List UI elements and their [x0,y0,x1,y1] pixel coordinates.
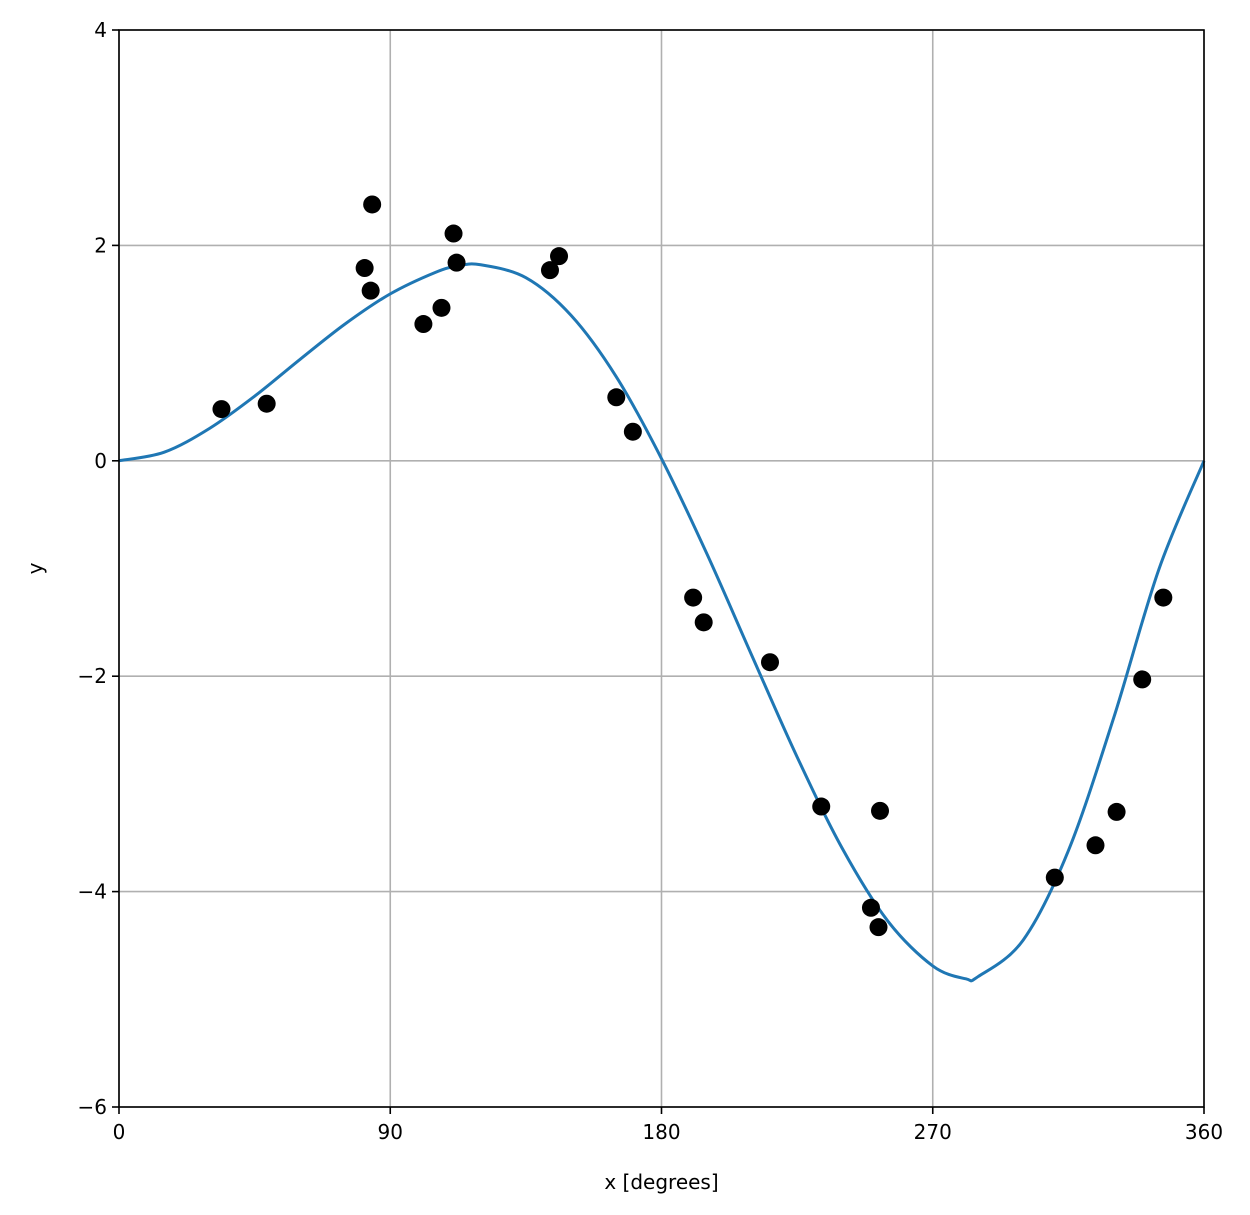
data-point-5 [414,315,433,334]
y-tick-label-4: 2 [94,233,107,257]
y-axis-label: y [23,562,47,574]
data-point-9 [540,261,559,280]
data-point-14 [694,613,713,632]
axis-ticks: 0 90 180 270 360 −6 −4 −2 0 2 4 [78,18,1224,1144]
data-point-12 [623,422,642,441]
y-tick-label-0: −6 [78,1095,107,1119]
data-point-7 [444,224,463,243]
fit-curve-layer [118,262,1206,983]
y-tick-label-1: −4 [78,880,107,904]
data-point-10 [550,247,569,266]
data-point-0 [212,400,231,419]
data-point-4 [363,195,382,214]
data-point-20 [1045,868,1064,887]
x-axis-label: x [degrees] [604,1170,718,1194]
x-tick-label-4: 360 [1185,1120,1223,1144]
y-tick-label-5: 4 [94,18,107,42]
data-point-3 [361,281,380,300]
data-point-23 [1133,670,1152,689]
data-point-6 [432,298,451,317]
data-point-17 [861,898,880,917]
data-points-layer [212,195,1173,937]
x-tick-label-2: 180 [642,1120,680,1144]
data-point-16 [812,797,831,816]
data-point-22 [1107,802,1126,821]
data-point-8 [447,253,466,272]
y-tick-label-2: −2 [78,664,107,688]
data-point-21 [1086,836,1105,855]
y-tick-label-3: 0 [94,449,107,473]
data-point-18 [869,918,888,937]
x-tick-label-3: 270 [914,1120,952,1144]
data-point-19 [871,801,890,820]
data-point-2 [355,259,374,278]
data-point-1 [257,394,276,413]
data-point-15 [761,653,779,672]
x-tick-label-0: 0 [113,1120,126,1144]
data-point-13 [684,588,703,607]
data-point-11 [607,388,626,407]
fit-curve [118,262,1206,983]
x-tick-label-1: 90 [378,1120,403,1144]
grid-lines [118,29,1205,1108]
data-point-24 [1154,588,1173,607]
